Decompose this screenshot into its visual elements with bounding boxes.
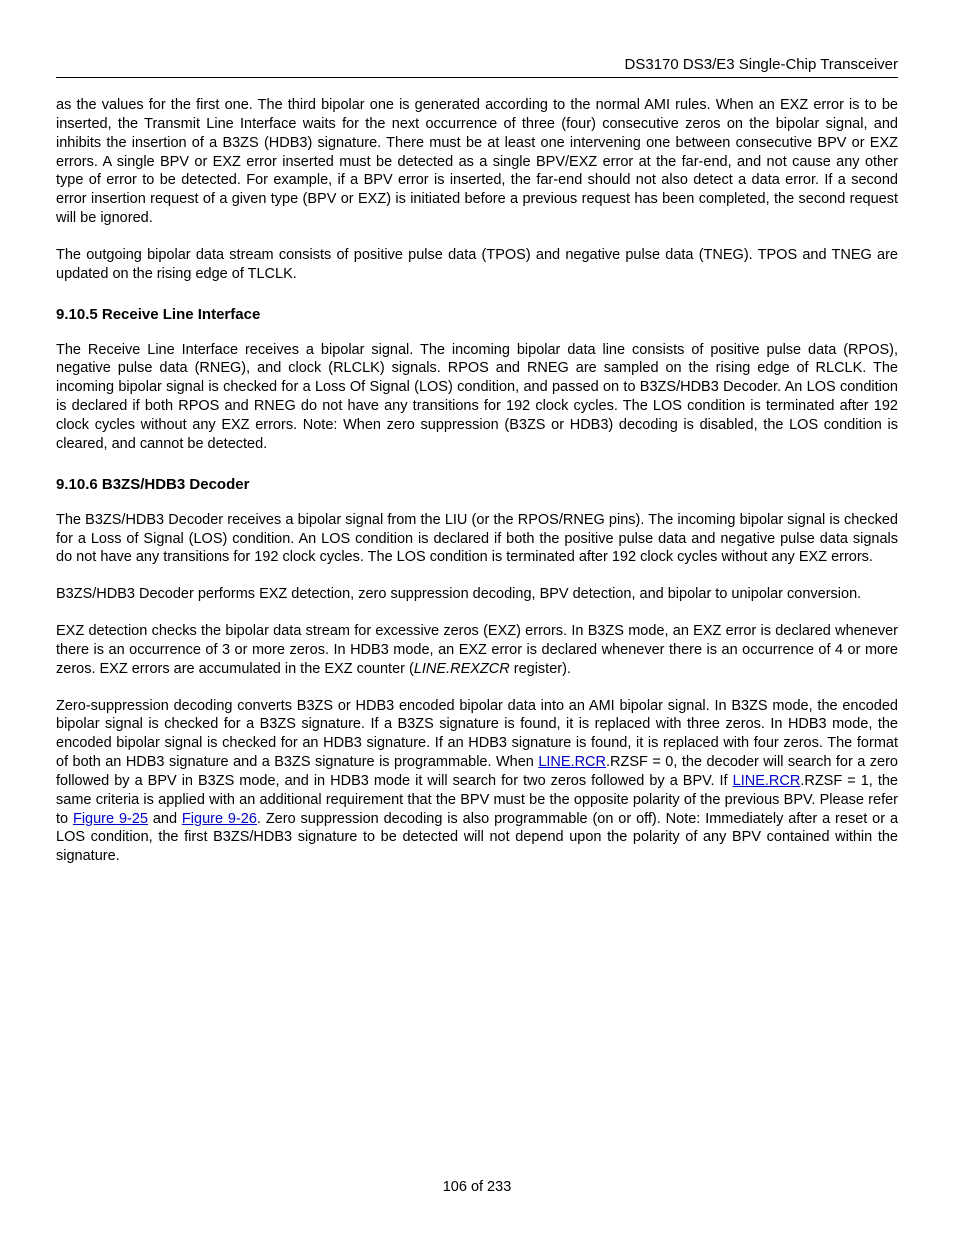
section-heading-receive-line: 9.10.5 Receive Line Interface	[56, 306, 898, 323]
paragraph-tpos-tneg: The outgoing bipolar data stream consist…	[56, 246, 898, 284]
section-heading-decoder: 9.10.6 B3ZS/HDB3 Decoder	[56, 476, 898, 493]
page-container: DS3170 DS3/E3 Single-Chip Transceiver as…	[0, 0, 954, 1235]
paragraph-receive-line: The Receive Line Interface receives a bi…	[56, 341, 898, 454]
link-line-rcr-2[interactable]: LINE.RCR	[733, 773, 801, 789]
link-figure-9-25[interactable]: Figure 9-25	[73, 811, 148, 827]
link-figure-9-26[interactable]: Figure 9-26	[182, 811, 257, 827]
paragraph-continuation: as the values for the first one. The thi…	[56, 96, 898, 228]
document-header: DS3170 DS3/E3 Single-Chip Transceiver	[56, 56, 898, 77]
paragraph-zero-suppression: Zero-suppression decoding converts B3ZS …	[56, 697, 898, 867]
paragraph-decoder-intro: The B3ZS/HDB3 Decoder receives a bipolar…	[56, 511, 898, 568]
text-span: and	[148, 811, 182, 827]
link-line-rcr-1[interactable]: LINE.RCR	[538, 754, 606, 770]
paragraph-exz-detection: EXZ detection checks the bipolar data st…	[56, 622, 898, 679]
register-name: LINE.REXZCR	[414, 661, 510, 677]
header-rule	[56, 77, 898, 78]
paragraph-decoder-functions: B3ZS/HDB3 Decoder performs EXZ detection…	[56, 585, 898, 604]
page-footer: 106 of 233	[0, 1179, 954, 1195]
text-span: register).	[510, 661, 571, 677]
